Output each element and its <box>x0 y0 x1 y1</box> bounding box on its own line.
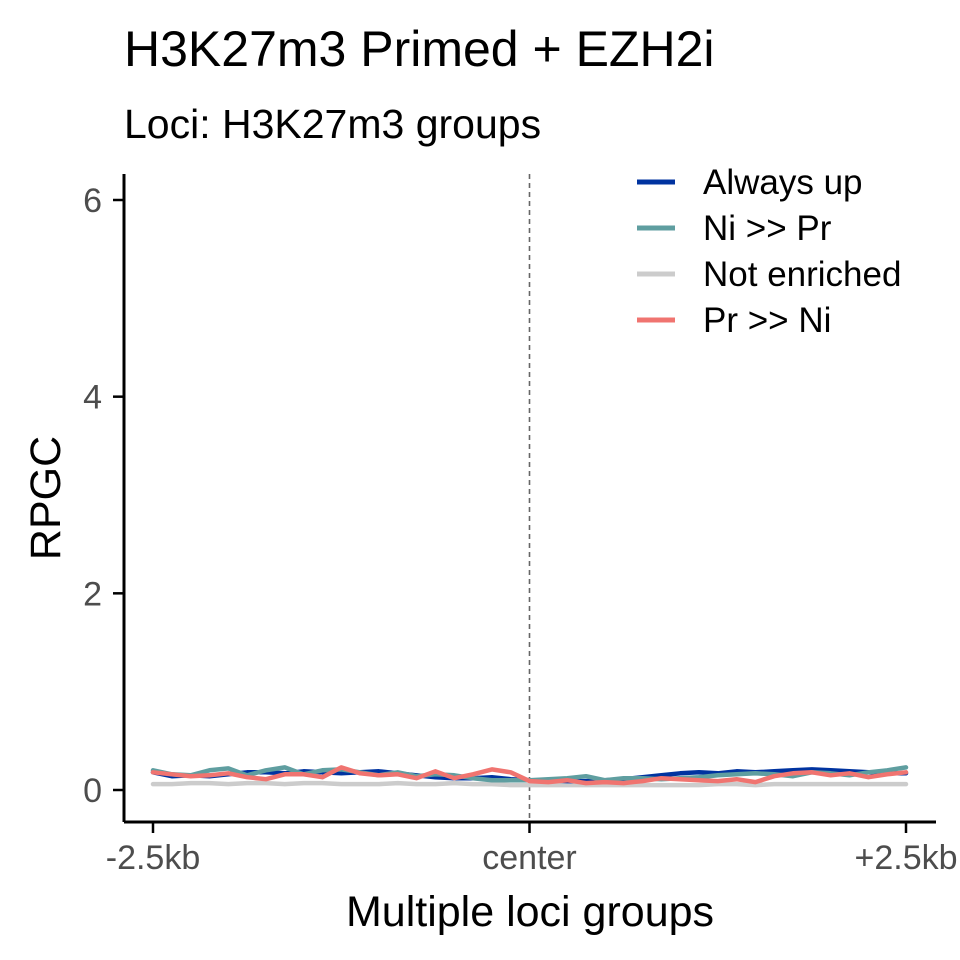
x-tick-label: +2.5kb <box>854 839 957 877</box>
legend-label: Not enriched <box>703 255 901 294</box>
y-axis-title: RPGC <box>22 436 70 560</box>
plot-area <box>150 174 909 822</box>
y-tick-label: 2 <box>83 575 102 613</box>
chart-subtitle: Loci: H3K27m3 groups <box>124 101 541 147</box>
legend-label: Ni >> Pr <box>703 209 832 248</box>
legend-label: Always up <box>703 163 863 202</box>
y-tick-label: 6 <box>83 182 102 220</box>
legend: Always up Ni >> Pr Not enriched Pr >> Ni <box>637 163 901 340</box>
x-tick-label: center <box>482 839 577 877</box>
y-ticks: 0 2 4 6 <box>83 182 124 810</box>
x-tick-label: -2.5kb <box>106 839 201 877</box>
x-ticks: -2.5kb center +2.5kb <box>106 822 958 877</box>
chart-title: H3K27m3 Primed + EZH2i <box>124 21 715 77</box>
series-line-not-enriched <box>150 780 909 788</box>
x-axis-title: Multiple loci groups <box>346 888 714 936</box>
y-tick-label: 4 <box>83 379 102 417</box>
series-line-pr-ni <box>150 765 909 786</box>
y-tick-label: 0 <box>83 772 102 810</box>
legend-label: Pr >> Ni <box>703 301 831 340</box>
